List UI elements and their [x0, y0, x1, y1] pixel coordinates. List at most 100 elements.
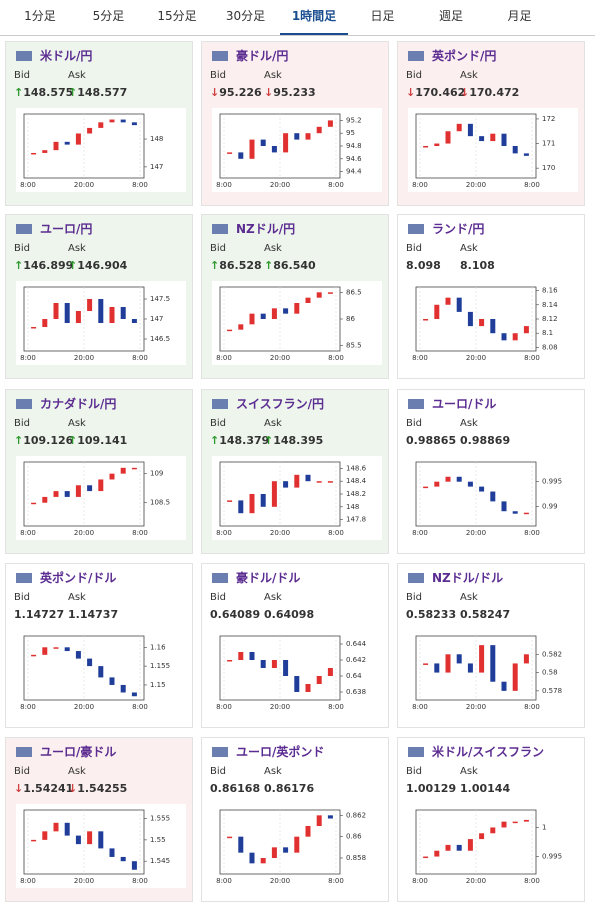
ask-text: 146.904 — [77, 259, 128, 272]
direction-arrow: ↓ — [68, 782, 78, 795]
tab[interactable]: 月足 — [507, 9, 532, 23]
quote-card[interactable]: 米ドル/円 Bid Ask ↑148.575 ↑148.577 148 147 8:00 20:… — [5, 41, 193, 206]
bid-label: Bid — [210, 70, 226, 81]
quote-card[interactable]: 豪ドル/円 Bid Ask ↓95.226 ↓95.233 95.2 95 94.8 94.6 9… — [201, 41, 389, 206]
pair-name: ユーロ/ドル — [432, 397, 497, 411]
y-tick-label: 0.638 — [346, 688, 366, 696]
candle — [260, 858, 266, 864]
candle — [327, 481, 333, 483]
candle — [227, 152, 233, 154]
candle — [479, 833, 485, 840]
bid-text: 148.379 — [219, 434, 270, 447]
direction-arrow: ↑ — [68, 86, 78, 99]
tab[interactable]: 1時間足 — [280, 0, 348, 35]
tab[interactable]: 5分足 — [92, 9, 125, 23]
candle — [316, 126, 322, 134]
candle — [294, 133, 300, 140]
y-tick-label: 1 — [542, 823, 546, 831]
candle — [445, 131, 451, 144]
quote-card[interactable]: カナダドル/円 Bid Ask ↑109.126 ↑109.141 109 108.5 8:0… — [5, 389, 193, 554]
x-tick-label: 8:00 — [524, 181, 540, 189]
candle — [42, 647, 48, 655]
candle — [131, 467, 137, 470]
tab[interactable]: 日足 — [370, 9, 395, 23]
candle — [271, 481, 277, 507]
x-tick-label: 8:00 — [20, 354, 36, 362]
x-tick-label: 8:00 — [328, 354, 344, 362]
candle — [53, 822, 59, 832]
candle — [294, 836, 300, 853]
candle — [64, 141, 70, 145]
x-tick-label: 8:00 — [328, 703, 344, 711]
x-tick-label: 8:00 — [412, 354, 428, 362]
y-tick-label: 94.6 — [346, 155, 362, 163]
ask-text: 8.108 — [460, 259, 495, 272]
candle — [75, 485, 81, 497]
pair-name: 英ポンド/円 — [432, 49, 497, 63]
quote-card[interactable]: 英ポンド/ドル Bid Ask 1.14727 1.14737 1.16 1.155 1.15… — [5, 563, 193, 728]
candle — [120, 119, 126, 123]
direction-arrow: ↑ — [14, 86, 24, 99]
x-tick-label: 8:00 — [20, 877, 36, 885]
pair-name: 米ドル/円 — [40, 49, 93, 63]
y-tick-label: 0.644 — [346, 640, 367, 648]
tab[interactable]: 週足 — [438, 9, 463, 23]
x-tick-label: 20:00 — [74, 181, 94, 189]
quote-card[interactable]: NZドル/ドル Bid Ask 0.58233 0.58247 0.582 0.58 0.57… — [397, 563, 585, 728]
quote-card[interactable]: ランド/円 Bid Ask 8.098 8.108 8.16 8.14 8.12 8.1 8.08… — [397, 214, 585, 379]
bid-text: 170.462 — [415, 86, 466, 99]
candle — [434, 663, 440, 673]
candle — [327, 815, 333, 819]
quote-card[interactable]: ユーロ/豪ドル Bid Ask ↓1.54241 ↓1.54255 1.555 1.55 1.… — [5, 737, 193, 902]
ask-label: Ask — [264, 243, 282, 254]
candle — [249, 494, 255, 514]
candle — [467, 839, 473, 851]
quote-card[interactable]: 英ポンド/円 Bid Ask ↓170.462 ↓170.472 172 171 170 8:0… — [397, 41, 585, 206]
candle — [64, 303, 70, 323]
x-tick-label: 8:00 — [328, 181, 344, 189]
y-tick-label: 94.8 — [346, 142, 362, 150]
quote-card[interactable]: 豪ドル/ドル Bid Ask 0.64089 0.64098 0.644 0.642 0.64… — [201, 563, 389, 728]
quote-card[interactable]: ユーロ/英ポンド Bid Ask 0.86168 0.86176 0.862 0.86 0.8… — [201, 737, 389, 902]
ask-value: ↑148.577 — [68, 86, 127, 99]
quote-card[interactable]: ユーロ/ドル Bid Ask 0.98865 0.98869 0.995 0.99 8:00 2… — [397, 389, 585, 554]
candle — [98, 479, 104, 492]
ask-text: 170.472 — [469, 86, 520, 99]
x-tick-label: 8:00 — [216, 529, 232, 537]
chart-bg — [408, 804, 578, 888]
y-tick-label: 8.1 — [542, 329, 553, 337]
ask-text: 1.00144 — [460, 782, 511, 795]
quote-card[interactable]: ユーロ/円 Bid Ask ↑146.899 ↑146.904 147.5 147 146.5… — [5, 214, 193, 379]
flag-icon — [212, 573, 228, 583]
x-tick-label: 8:00 — [524, 703, 540, 711]
bid-value: 0.58233 — [406, 608, 456, 621]
quote-card[interactable]: スイスフラン/円 Bid Ask ↑148.379 ↑148.395 148.6 148.4… — [201, 389, 389, 554]
candle — [98, 122, 104, 128]
tab[interactable]: 1分足 — [24, 9, 56, 23]
ask-label: Ask — [460, 418, 478, 429]
tab[interactable]: 15分足 — [157, 9, 197, 23]
candle — [327, 292, 333, 294]
candle — [445, 297, 451, 305]
bid-value: ↓95.226 — [210, 86, 262, 99]
y-tick-label: 148 — [150, 135, 163, 143]
candle — [294, 474, 300, 488]
quote-card[interactable]: 米ドル/スイスフラン Bid Ask 1.00129 1.00144 1 0.995 8:00… — [397, 737, 585, 902]
bid-label: Bid — [210, 243, 226, 254]
bid-label: Bid — [406, 592, 422, 603]
x-tick-label: 8:00 — [412, 877, 428, 885]
ask-label: Ask — [264, 592, 282, 603]
tab[interactable]: 30分足 — [225, 9, 266, 23]
x-tick-label: 8:00 — [216, 181, 232, 189]
ask-label: Ask — [68, 418, 86, 429]
bid-value: 1.00129 — [406, 782, 456, 795]
x-tick-label: 20:00 — [74, 703, 94, 711]
candle — [456, 476, 462, 482]
candle — [523, 326, 529, 334]
y-tick-label: 172 — [542, 115, 555, 123]
y-tick-label: 147.5 — [150, 295, 170, 303]
pair-name: 豪ドル/ドル — [236, 571, 301, 585]
quote-card[interactable]: NZドル/円 Bid Ask ↑86.528 ↑86.540 86.5 86 85.5 8:00… — [201, 214, 389, 379]
x-tick-label: 20:00 — [466, 354, 486, 362]
